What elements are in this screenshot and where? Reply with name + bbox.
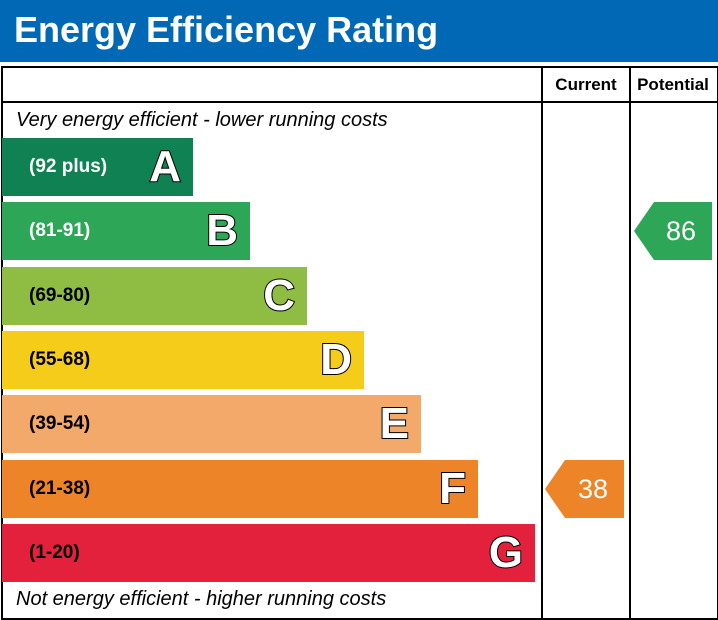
header-row-divider	[1, 101, 717, 103]
band-letter: E	[379, 398, 410, 449]
current-column-divider	[541, 66, 543, 618]
caption-top: Very energy efficient - lower running co…	[16, 109, 388, 131]
band-letter: C	[262, 270, 296, 321]
band-letter: B	[205, 205, 239, 256]
band-b: (81-91) B	[2, 202, 250, 260]
potential-column-header: Potential	[637, 75, 709, 94]
current-rating-arrow: 38	[545, 460, 624, 518]
current-rating-value: 38	[577, 474, 609, 504]
potential-column-divider	[629, 66, 631, 618]
header-bar: Energy Efficiency Rating	[0, 0, 718, 62]
band-c: (69-80) C	[2, 267, 307, 325]
band-e: (39-54) E	[2, 395, 421, 453]
band-letter: G	[488, 527, 524, 578]
band-letter: D	[319, 334, 353, 385]
band-d: (55-68) D	[2, 331, 364, 389]
band-f: (21-38) F	[2, 460, 478, 518]
potential-rating-value: 86	[665, 216, 697, 246]
band-range-label: (1-20)	[29, 542, 80, 563]
band-range-label: (55-68)	[29, 349, 91, 370]
band-range-label: (21-38)	[29, 478, 91, 499]
page-title: Energy Efficiency Rating	[14, 9, 439, 50]
band-range-label: (81-91)	[29, 220, 91, 241]
band-g: (1-20) G	[2, 524, 535, 582]
band-range-label: (39-54)	[29, 413, 91, 434]
band-range-label: (69-80)	[29, 285, 91, 306]
band-a: (92 plus) A	[2, 138, 193, 196]
caption-bottom: Not energy efficient - higher running co…	[16, 588, 387, 610]
band-letter: A	[148, 141, 182, 192]
current-column-header: Current	[555, 75, 617, 94]
band-letter: F	[438, 463, 467, 514]
band-range-label: (92 plus)	[29, 156, 108, 177]
